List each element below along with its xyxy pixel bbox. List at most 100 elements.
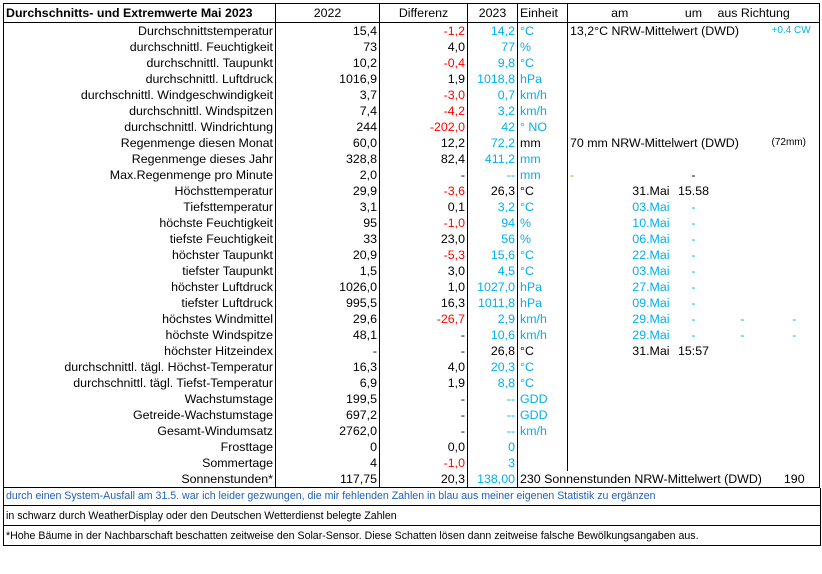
value-2023: -- [467,391,518,407]
value-direction [716,231,770,247]
value-direction-extra [769,263,821,279]
value-date [568,151,672,167]
value-2022: 33 [275,231,380,247]
value-difference: - [379,407,468,423]
value-unit: km/h [517,423,568,439]
value-difference: 0,0 [379,439,468,455]
value-date [568,39,672,55]
value-direction [716,103,770,119]
table-title: Durchschnitts- und Extremwerte Mai 2023 [3,3,276,23]
table-row: Gesamt-Windumsatz 2762,0- -- km/h [3,423,821,439]
value-2023: 42 [467,119,518,135]
value-direction-extra [769,231,821,247]
value-2022: 29,9 [275,183,380,199]
value-direction-extra [769,295,821,311]
value-2022: 995,5 [275,295,380,311]
value-time [672,455,716,471]
table-row: höchster Hitzeindex - -26,8 °C 31.Mai 15:57 [3,343,821,359]
value-direction [716,167,770,183]
row-label: durchschnittl. Windgeschwindigkeit [3,87,276,103]
value-2023: 26,3 [467,183,518,199]
value-difference: 4,0 [379,359,468,375]
row-label: tiefster Taupunkt [3,263,276,279]
value-time [672,71,716,87]
value-date: - [570,168,575,182]
value-2023: 138,00 [467,471,518,488]
table-row: Wachstumstage 199,5- -- GDD [3,391,821,407]
value-date: 27.Mai [632,280,670,294]
value-difference: -202,0 [379,119,468,135]
value-direction [716,359,770,375]
value-2022: 29,6 [275,311,380,327]
value-2022: 4 [275,455,380,471]
value-date [568,391,672,407]
value-date: 06.Mai [632,232,670,246]
value-date: 09.Mai [632,296,670,310]
value-unit: hPa [517,71,568,87]
value-unit: °C [517,247,568,263]
value-date [568,439,672,455]
value-direction: - [740,312,745,326]
value-direction-extra [769,71,821,87]
header-2023: 2023 [467,3,518,23]
row-label: durchschnittl. tägl. Tiefst-Temperatur [3,375,276,391]
value-2023: 3,2 [467,199,518,215]
value-difference: -4,2 [379,103,468,119]
value-difference: - [379,167,468,183]
value-direction-extra [769,39,821,55]
value-2022: 199,5 [275,391,380,407]
value-2023: 411,2 [467,151,518,167]
value-2023: 26,8 [467,343,518,359]
value-difference: - [379,423,468,439]
header-row: Durchschnitts- und Extremwerte Mai 2023 … [3,3,821,23]
value-date [568,119,672,135]
value-2023: 15,6 [467,247,518,263]
value-2022: 15,4 [275,22,380,39]
value-direction [716,247,770,263]
value-time: - [691,296,696,310]
table-row: Tiefsttemperatur 3,1 0,1 3,2 °C 03.Mai - [3,199,821,215]
value-date: 29.Mai [632,328,670,342]
header-time: um [671,3,716,23]
value-direction-extra [769,439,821,455]
value-difference: - [379,391,468,407]
value-direction [716,279,770,295]
value-time: - [691,264,696,278]
value-2022: 1,5 [275,263,380,279]
value-2022: 244 [275,119,380,135]
value-direction-extra [769,391,821,407]
value-difference: 0,1 [379,199,468,215]
value-2023: -- [467,407,518,423]
value-direction-extra [769,423,821,439]
value-2022: 95 [275,215,380,231]
value-direction [716,183,770,199]
table-row: durchschnittl. tägl. Tiefst-Temperatur 6,… [3,375,821,391]
value-unit: GDD [517,407,568,423]
value-time [672,439,716,455]
value-direction-extra [769,343,821,359]
value-difference: 12,2 [379,135,468,151]
value-2023: 72,2 [467,135,518,151]
value-difference: -1,0 [379,215,468,231]
value-unit: °C [517,263,568,279]
value-date: 31.Mai [632,344,670,358]
footnote-solar-sensor: *Hohe Bäume in der Nachbarschaft beschat… [6,530,699,542]
value-2022: 117,75 [275,471,380,488]
value-time [672,55,716,71]
value-date: 03.Mai [632,200,670,214]
value-difference: 1,9 [379,71,468,87]
value-2023: 1011,8 [467,295,518,311]
value-direction-extra [769,359,821,375]
row-label: durchschnittl. Taupunkt [3,55,276,71]
value-direction-extra [769,55,821,71]
row-label: Sommertage [3,455,276,471]
value-2023: 3,2 [467,103,518,119]
weather-stats-table: Durchschnitts- und Extremwerte Mai 2023 … [3,3,821,488]
value-2023: 0,7 [467,87,518,103]
value-2023: 9,8 [467,55,518,71]
value-direction [716,87,770,103]
row-label: Regenmenge dieses Jahr [3,151,276,167]
value-2022: 0 [275,439,380,455]
table-row: durchschnittl. Windgeschwindigkeit 3,7 -3,… [3,87,821,103]
value-unit: km/h [517,87,568,103]
